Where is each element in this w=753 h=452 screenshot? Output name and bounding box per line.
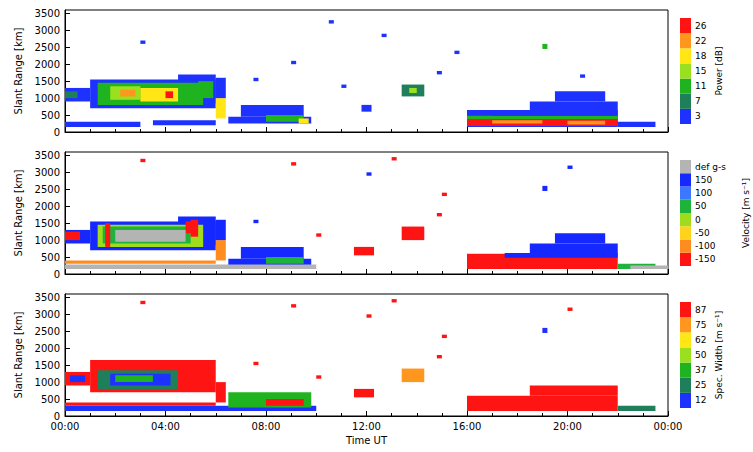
svg-text:15: 15 [695, 66, 706, 76]
svg-text:Slant Range [km]: Slant Range [km] [13, 169, 24, 256]
svg-text:2500: 2500 [35, 184, 60, 195]
svg-text:3500: 3500 [35, 292, 60, 303]
svg-text:7: 7 [695, 96, 701, 106]
svg-text:def g-s: def g-s [695, 162, 726, 172]
svg-text:500: 500 [41, 252, 60, 263]
svg-text:00:00: 00:00 [51, 421, 80, 432]
svg-text:1500: 1500 [35, 76, 60, 87]
svg-text:18: 18 [695, 51, 707, 61]
svg-text:20:00: 20:00 [553, 421, 582, 432]
svg-text:08:00: 08:00 [252, 421, 281, 432]
svg-text:500: 500 [41, 110, 60, 121]
svg-text:12:00: 12:00 [352, 421, 381, 432]
svg-text:0: 0 [54, 269, 60, 280]
svg-text:87: 87 [695, 305, 706, 315]
svg-text:37: 37 [695, 365, 706, 375]
svg-text:3000: 3000 [35, 309, 60, 320]
svg-text:3: 3 [695, 111, 701, 121]
svg-text:1500: 1500 [35, 218, 60, 229]
svg-text:2000: 2000 [35, 343, 60, 354]
svg-text:Slant Range [km]: Slant Range [km] [13, 311, 24, 398]
svg-text:26: 26 [695, 21, 707, 31]
svg-text:-150: -150 [695, 254, 716, 264]
svg-text:11: 11 [695, 81, 706, 91]
svg-text:150: 150 [695, 175, 712, 185]
svg-text:04:00: 04:00 [151, 421, 180, 432]
svg-text:50: 50 [695, 350, 707, 360]
svg-text:1000: 1000 [35, 377, 60, 388]
svg-text:3500: 3500 [35, 150, 60, 161]
svg-text:2500: 2500 [35, 42, 60, 53]
svg-text:0: 0 [53, 410, 60, 422]
svg-text:12: 12 [695, 395, 706, 405]
svg-text:Spec. Width [m s⁻¹]: Spec. Width [m s⁻¹] [714, 311, 724, 399]
svg-text:0: 0 [54, 127, 60, 138]
svg-text:100: 100 [695, 188, 712, 198]
svg-text:2000: 2000 [35, 59, 60, 70]
svg-text:3000: 3000 [35, 25, 60, 36]
svg-text:1000: 1000 [35, 93, 60, 104]
svg-text:500: 500 [41, 394, 60, 405]
svg-text:1500: 1500 [35, 360, 60, 371]
svg-text:Power [dB]: Power [dB] [714, 47, 724, 96]
svg-text:Velocity [m s⁻¹]: Velocity [m s⁻¹] [741, 178, 751, 248]
svg-text:16:00: 16:00 [453, 421, 482, 432]
svg-text:Time UT: Time UT [345, 435, 388, 446]
svg-text:22: 22 [695, 36, 706, 46]
svg-text:2500: 2500 [35, 326, 60, 337]
svg-text:25: 25 [695, 380, 706, 390]
svg-text:0: 0 [695, 215, 701, 225]
svg-text:1000: 1000 [35, 235, 60, 246]
svg-text:-50: -50 [695, 228, 710, 238]
svg-text:Slant Range [km]: Slant Range [km] [13, 27, 24, 114]
svg-text:75: 75 [695, 320, 706, 330]
svg-text:2000: 2000 [35, 201, 60, 212]
svg-text:3500: 3500 [35, 8, 60, 19]
svg-text:3000: 3000 [35, 167, 60, 178]
svg-text:50: 50 [695, 201, 707, 211]
svg-text:62: 62 [695, 335, 706, 345]
svg-text:-100: -100 [695, 241, 716, 251]
svg-text:00:00: 00:00 [654, 421, 683, 432]
